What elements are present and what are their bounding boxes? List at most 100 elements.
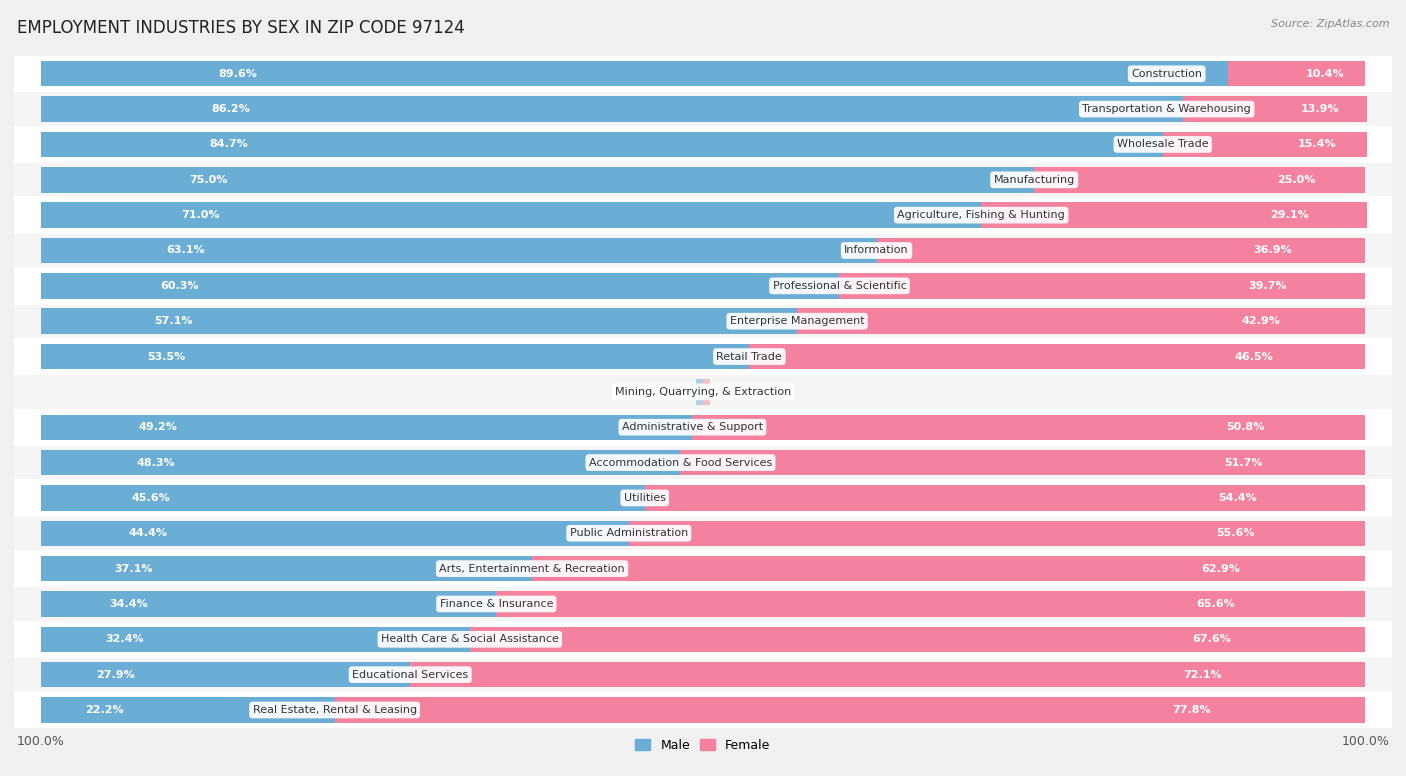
- Bar: [41, 591, 496, 617]
- Bar: [41, 273, 839, 299]
- Text: 48.3%: 48.3%: [136, 458, 176, 468]
- Bar: [470, 626, 1365, 652]
- Text: 67.6%: 67.6%: [1192, 634, 1232, 644]
- Bar: [41, 132, 1163, 158]
- Bar: [41, 167, 1035, 192]
- Bar: [14, 692, 1392, 728]
- Bar: [41, 414, 692, 440]
- Text: 0.0%: 0.0%: [716, 387, 745, 397]
- Text: 65.6%: 65.6%: [1197, 599, 1234, 609]
- Bar: [839, 273, 1365, 299]
- Text: 62.9%: 62.9%: [1202, 563, 1240, 573]
- Text: Health Care & Social Assistance: Health Care & Social Assistance: [381, 634, 558, 644]
- Bar: [41, 698, 335, 722]
- Text: 15.4%: 15.4%: [1298, 140, 1336, 150]
- Bar: [1163, 132, 1367, 158]
- Bar: [14, 56, 1392, 92]
- Text: Enterprise Management: Enterprise Management: [730, 316, 865, 326]
- Text: 55.6%: 55.6%: [1216, 528, 1256, 539]
- Bar: [703, 379, 710, 404]
- Text: Educational Services: Educational Services: [352, 670, 468, 680]
- Bar: [41, 485, 645, 511]
- Text: 37.1%: 37.1%: [114, 563, 153, 573]
- Text: 51.7%: 51.7%: [1225, 458, 1263, 468]
- Bar: [14, 622, 1392, 657]
- Text: Agriculture, Fishing & Hunting: Agriculture, Fishing & Hunting: [897, 210, 1066, 220]
- Text: Professional & Scientific: Professional & Scientific: [772, 281, 907, 291]
- Bar: [335, 698, 1365, 722]
- Text: Real Estate, Rental & Leasing: Real Estate, Rental & Leasing: [253, 705, 416, 715]
- Text: 42.9%: 42.9%: [1241, 316, 1281, 326]
- Bar: [692, 414, 1365, 440]
- Bar: [14, 126, 1392, 162]
- Text: 22.2%: 22.2%: [84, 705, 124, 715]
- Text: 53.5%: 53.5%: [146, 352, 186, 362]
- Text: Accommodation & Food Services: Accommodation & Food Services: [589, 458, 772, 468]
- Bar: [1035, 167, 1365, 192]
- Bar: [14, 480, 1392, 515]
- Text: 50.8%: 50.8%: [1226, 422, 1264, 432]
- Text: 25.0%: 25.0%: [1278, 175, 1316, 185]
- Text: 36.9%: 36.9%: [1253, 245, 1292, 255]
- Bar: [41, 309, 797, 334]
- Text: EMPLOYMENT INDUSTRIES BY SEX IN ZIP CODE 97124: EMPLOYMENT INDUSTRIES BY SEX IN ZIP CODE…: [17, 19, 464, 37]
- Text: Retail Trade: Retail Trade: [717, 352, 782, 362]
- Text: 29.1%: 29.1%: [1270, 210, 1309, 220]
- Bar: [1227, 61, 1365, 86]
- Text: 27.9%: 27.9%: [96, 670, 135, 680]
- Bar: [14, 551, 1392, 587]
- Text: Arts, Entertainment & Recreation: Arts, Entertainment & Recreation: [439, 563, 624, 573]
- Bar: [645, 485, 1365, 511]
- Text: Information: Information: [844, 245, 908, 255]
- Text: 89.6%: 89.6%: [218, 69, 257, 78]
- Text: Mining, Quarrying, & Extraction: Mining, Quarrying, & Extraction: [614, 387, 792, 397]
- Text: Finance & Insurance: Finance & Insurance: [440, 599, 553, 609]
- Text: 72.1%: 72.1%: [1184, 670, 1222, 680]
- Bar: [41, 203, 981, 228]
- Bar: [41, 521, 628, 546]
- Text: 46.5%: 46.5%: [1234, 352, 1272, 362]
- Text: Transportation & Warehousing: Transportation & Warehousing: [1083, 104, 1251, 114]
- Text: Wholesale Trade: Wholesale Trade: [1116, 140, 1209, 150]
- Bar: [14, 657, 1392, 692]
- Bar: [749, 344, 1365, 369]
- Bar: [14, 162, 1392, 197]
- Text: Construction: Construction: [1132, 69, 1202, 78]
- Text: 10.4%: 10.4%: [1306, 69, 1344, 78]
- Text: 54.4%: 54.4%: [1219, 493, 1257, 503]
- Text: 13.9%: 13.9%: [1301, 104, 1339, 114]
- Bar: [41, 662, 411, 688]
- Bar: [14, 374, 1392, 410]
- Text: 63.1%: 63.1%: [166, 245, 205, 255]
- Bar: [41, 450, 681, 475]
- Text: Source: ZipAtlas.com: Source: ZipAtlas.com: [1271, 19, 1389, 29]
- Text: Utilities: Utilities: [624, 493, 665, 503]
- Text: 39.7%: 39.7%: [1249, 281, 1286, 291]
- Bar: [681, 450, 1365, 475]
- Bar: [14, 268, 1392, 303]
- Text: 86.2%: 86.2%: [212, 104, 250, 114]
- Legend: Male, Female: Male, Female: [630, 734, 776, 757]
- Bar: [14, 410, 1392, 445]
- Bar: [797, 309, 1365, 334]
- Bar: [41, 61, 1227, 86]
- Bar: [41, 556, 531, 581]
- Text: 75.0%: 75.0%: [190, 175, 228, 185]
- Bar: [876, 237, 1365, 263]
- Text: 84.7%: 84.7%: [209, 140, 247, 150]
- Text: 0.0%: 0.0%: [661, 387, 690, 397]
- Bar: [411, 662, 1365, 688]
- Bar: [41, 344, 749, 369]
- Bar: [496, 591, 1365, 617]
- Text: Administrative & Support: Administrative & Support: [621, 422, 763, 432]
- Bar: [41, 626, 470, 652]
- Bar: [14, 515, 1392, 551]
- Bar: [531, 556, 1365, 581]
- Bar: [14, 303, 1392, 339]
- Bar: [14, 92, 1392, 126]
- Bar: [14, 197, 1392, 233]
- Text: 45.6%: 45.6%: [131, 493, 170, 503]
- Text: 60.3%: 60.3%: [160, 281, 198, 291]
- Text: Public Administration: Public Administration: [569, 528, 688, 539]
- Bar: [14, 339, 1392, 374]
